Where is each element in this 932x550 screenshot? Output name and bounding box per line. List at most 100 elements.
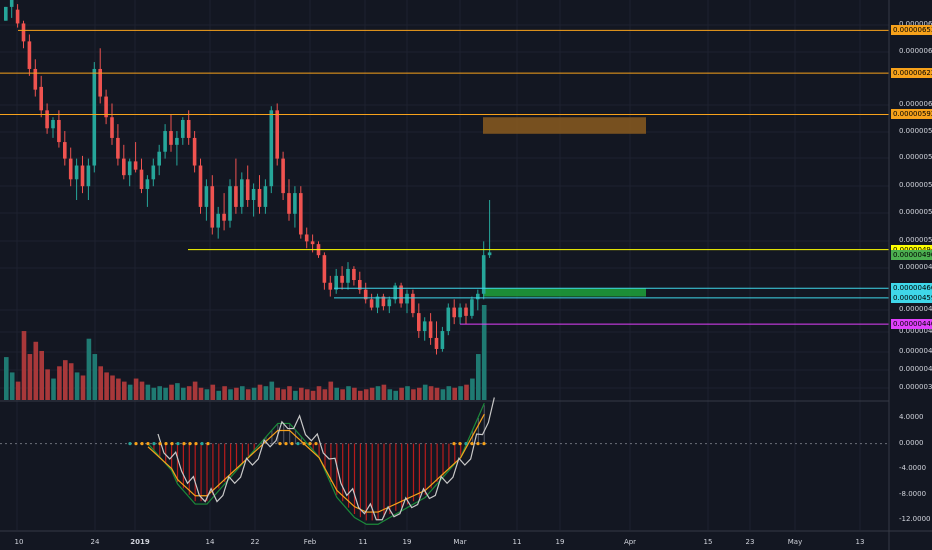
candle[interactable] bbox=[464, 303, 468, 325]
candle[interactable] bbox=[4, 6, 8, 21]
candle[interactable] bbox=[363, 282, 368, 304]
candle[interactable] bbox=[122, 144, 126, 180]
candle-body bbox=[464, 307, 468, 316]
candle[interactable] bbox=[151, 158, 156, 187]
volume-bar bbox=[251, 387, 257, 400]
candle[interactable] bbox=[228, 179, 232, 228]
candle[interactable] bbox=[346, 262, 350, 290]
candle[interactable] bbox=[422, 317, 427, 341]
candle[interactable] bbox=[80, 155, 85, 194]
candle[interactable] bbox=[434, 321, 439, 355]
volume-bar bbox=[476, 354, 481, 400]
candle[interactable] bbox=[299, 186, 303, 239]
candle[interactable] bbox=[328, 275, 333, 297]
candle[interactable] bbox=[375, 293, 380, 314]
price-tag-label[interactable]: 0.00000459 bbox=[891, 292, 932, 303]
candle[interactable] bbox=[381, 293, 386, 311]
candle[interactable] bbox=[481, 241, 486, 300]
candle[interactable] bbox=[428, 313, 433, 345]
candle[interactable] bbox=[245, 165, 250, 207]
candle[interactable] bbox=[476, 289, 480, 311]
candle[interactable] bbox=[304, 227, 309, 249]
candle[interactable] bbox=[33, 59, 38, 97]
candle[interactable] bbox=[487, 200, 492, 258]
candle[interactable] bbox=[74, 158, 79, 200]
candle[interactable] bbox=[340, 266, 344, 290]
candle[interactable] bbox=[287, 179, 291, 221]
candle[interactable] bbox=[393, 282, 397, 304]
price-tag-label[interactable]: 0.00000490 bbox=[891, 250, 932, 261]
candle[interactable] bbox=[234, 158, 238, 214]
candle[interactable] bbox=[417, 303, 421, 338]
candle[interactable] bbox=[186, 110, 191, 145]
candle[interactable] bbox=[157, 144, 161, 176]
candle[interactable] bbox=[275, 103, 279, 166]
candle[interactable] bbox=[358, 271, 362, 294]
candle[interactable] bbox=[334, 268, 338, 294]
candle[interactable] bbox=[269, 106, 274, 194]
candle[interactable] bbox=[322, 252, 327, 290]
candle[interactable] bbox=[110, 103, 114, 145]
candle[interactable] bbox=[27, 34, 32, 76]
candle[interactable] bbox=[216, 206, 220, 239]
candle[interactable] bbox=[57, 110, 61, 148]
volume-bar bbox=[9, 372, 15, 400]
candle[interactable] bbox=[405, 289, 409, 314]
candle[interactable] bbox=[175, 131, 179, 166]
candle[interactable] bbox=[163, 124, 167, 159]
candle[interactable] bbox=[257, 175, 262, 214]
candle[interactable] bbox=[198, 158, 203, 214]
candle[interactable] bbox=[458, 303, 462, 325]
candle[interactable] bbox=[86, 158, 91, 200]
candle[interactable] bbox=[204, 179, 209, 221]
candle[interactable] bbox=[352, 266, 356, 286]
price-tag-label[interactable]: 0.00000494 bbox=[891, 244, 932, 255]
candle[interactable] bbox=[68, 147, 73, 187]
candle[interactable] bbox=[98, 48, 102, 104]
target-zone-green[interactable] bbox=[483, 288, 646, 297]
candle[interactable] bbox=[387, 296, 392, 314]
candle[interactable] bbox=[133, 142, 138, 173]
candle[interactable] bbox=[369, 293, 374, 311]
candle[interactable] bbox=[92, 62, 97, 173]
candle[interactable] bbox=[39, 75, 43, 118]
candle-body bbox=[363, 289, 368, 300]
candle[interactable] bbox=[169, 114, 173, 152]
candle[interactable] bbox=[192, 131, 197, 173]
candle[interactable] bbox=[222, 193, 226, 231]
candle[interactable] bbox=[452, 299, 456, 325]
price-tag-label[interactable]: 0.00000653 bbox=[891, 25, 932, 36]
candle[interactable] bbox=[440, 326, 445, 352]
candle[interactable] bbox=[470, 296, 474, 319]
price-tag-label[interactable]: 0.00000622 bbox=[891, 68, 932, 79]
candle[interactable] bbox=[263, 179, 268, 214]
candle[interactable] bbox=[51, 117, 55, 138]
candle[interactable] bbox=[240, 172, 244, 214]
candle[interactable] bbox=[181, 117, 185, 145]
candle[interactable] bbox=[399, 282, 403, 308]
candle[interactable] bbox=[446, 303, 451, 336]
candle[interactable] bbox=[15, 4, 20, 28]
price-axis-tick: 0.00000420 bbox=[899, 347, 932, 355]
candle[interactable] bbox=[116, 124, 120, 166]
candle[interactable] bbox=[281, 151, 285, 200]
candle[interactable] bbox=[21, 20, 26, 49]
price-tag-label[interactable]: 0.00000466 bbox=[891, 283, 932, 294]
candle[interactable] bbox=[45, 103, 49, 134]
price-tag-label[interactable]: 0.00000440 bbox=[891, 319, 932, 330]
price-tag-label[interactable]: 0.00000592 bbox=[891, 109, 932, 120]
candle[interactable] bbox=[139, 158, 144, 194]
time-axis-tick: 19 bbox=[555, 538, 565, 546]
target-zone-orange[interactable] bbox=[483, 117, 646, 134]
candle[interactable] bbox=[127, 158, 132, 187]
volume-bar bbox=[57, 366, 62, 400]
candle[interactable] bbox=[9, 0, 14, 18]
candle[interactable] bbox=[210, 175, 215, 235]
candle[interactable] bbox=[145, 175, 150, 207]
candle[interactable] bbox=[411, 289, 415, 318]
candle[interactable] bbox=[104, 89, 108, 125]
candle[interactable] bbox=[251, 183, 256, 217]
candle[interactable] bbox=[293, 186, 297, 228]
candle[interactable] bbox=[63, 131, 67, 166]
